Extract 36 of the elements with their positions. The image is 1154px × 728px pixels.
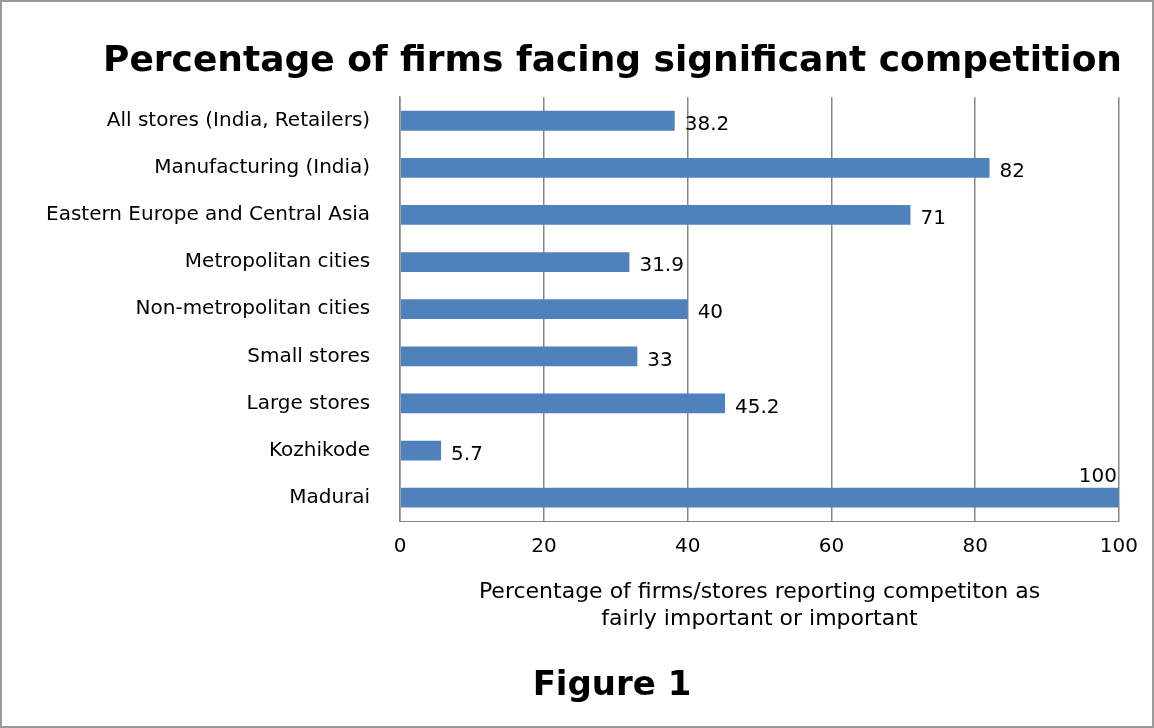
x-tick-label: 100	[1099, 533, 1139, 558]
y-tick-label: All stores (India, Retailers)	[106, 106, 371, 131]
data-label: 82	[999, 158, 1025, 183]
y-tick-label: Eastern Europe and Central Asia	[45, 201, 371, 226]
data-label: 31.9	[639, 252, 684, 277]
y-tick-label: Manufacturing (India)	[154, 154, 371, 179]
bar	[400, 252, 630, 272]
bar	[400, 205, 911, 225]
bar	[400, 393, 726, 414]
data-label: 45.2	[735, 393, 780, 418]
data-label: 71	[920, 205, 946, 230]
chart-title: Percentage of firms facing significant competition	[103, 37, 1122, 79]
x-tick-label: 60	[818, 533, 845, 558]
y-tick-label: Small stores	[247, 342, 371, 367]
x-tick-label: 40	[674, 533, 701, 558]
data-label: 100	[1078, 462, 1117, 487]
y-tick-label: Kozhikode	[268, 436, 371, 461]
bar	[400, 110, 675, 131]
data-label: 5.7	[451, 440, 483, 465]
bar	[400, 346, 638, 367]
data-label: 33	[647, 346, 673, 371]
bar	[400, 157, 990, 178]
x-axis-title: Percentage of firms/stores reporting competiton as fairly important or important	[478, 578, 1041, 630]
data-label: 40	[697, 299, 724, 324]
caption: Figure 1	[532, 662, 692, 703]
x-tick-label: 80	[962, 533, 988, 558]
x-tick-label: 0	[393, 533, 407, 558]
bar	[400, 487, 1119, 508]
x-tick-label: 20	[531, 533, 557, 558]
y-tick-label: Large stores	[246, 389, 371, 414]
data-label: 38.2	[684, 110, 730, 135]
y-tick-label: Non-metropolitan cities	[135, 295, 371, 320]
y-tick-label: Metropolitan cities	[184, 248, 371, 273]
y-tick-label: Madurai	[289, 483, 371, 508]
bar	[400, 440, 442, 461]
bar	[400, 299, 688, 320]
